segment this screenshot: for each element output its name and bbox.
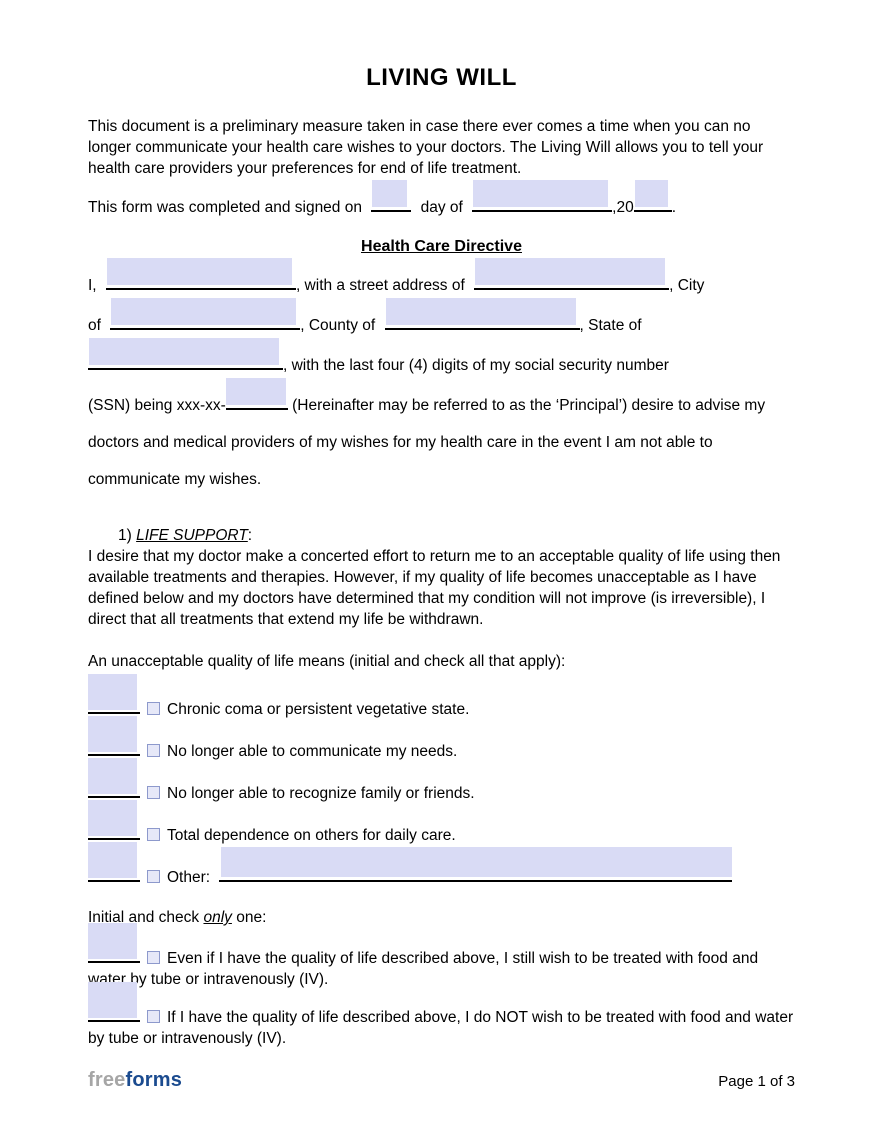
section-colon: : bbox=[247, 527, 253, 544]
apply-prompt: An unacceptable quality of life means (i… bbox=[88, 653, 566, 670]
directive-line-1-mid: , with a street address of bbox=[295, 277, 465, 294]
checkbox-coma[interactable] bbox=[147, 702, 160, 715]
initials-blank-1 bbox=[88, 674, 140, 714]
directive-line-6: communicate my wishes. bbox=[88, 471, 262, 488]
initials-field-other[interactable] bbox=[88, 842, 137, 878]
checkbox-feed-yes[interactable] bbox=[147, 951, 160, 964]
directive-line-1-pre: I, bbox=[88, 277, 97, 294]
life-support-body: I desire that my doctor make a concerted… bbox=[88, 548, 781, 628]
only-one-prompt: Initial and check only one: bbox=[88, 907, 795, 928]
checkbox-dependence[interactable] bbox=[147, 828, 160, 841]
initials-field-feed-no[interactable] bbox=[88, 982, 137, 1018]
option-row-recognize: No longer able to recognize family or fr… bbox=[88, 758, 795, 803]
life-support-heading: 1) LIFE SUPPORT: bbox=[118, 525, 795, 546]
page-title: LIVING WILL bbox=[366, 64, 517, 91]
option-row-coma: Chronic coma or persistent vegetative st… bbox=[88, 674, 795, 719]
street-address-blank bbox=[474, 258, 670, 290]
signed-line-text-3: ,20 bbox=[612, 199, 634, 216]
checkbox-other[interactable] bbox=[147, 870, 160, 883]
exclusive-option-label: Even if I have the quality of life descr… bbox=[88, 950, 759, 988]
year-field[interactable] bbox=[634, 180, 668, 207]
option-row-other: Other: bbox=[88, 842, 795, 887]
exclusive-option-feed-yes: Even if I have the quality of life descr… bbox=[88, 923, 795, 990]
state-field[interactable] bbox=[89, 338, 279, 365]
logo-forms-text: forms bbox=[125, 1069, 183, 1091]
month-blank bbox=[472, 180, 613, 212]
initials-blank-feed-yes bbox=[88, 923, 140, 963]
exclusive-option-label: If I have the quality of life described … bbox=[88, 1009, 794, 1047]
principal-name-blank bbox=[105, 258, 296, 290]
option-label: Chronic coma or persistent vegetative st… bbox=[167, 701, 470, 718]
checkbox-feed-no[interactable] bbox=[147, 1010, 160, 1023]
checkbox-communicate[interactable] bbox=[147, 744, 160, 757]
signed-line-text-1: This form was completed and signed on bbox=[88, 199, 362, 216]
option-label: No longer able to recognize family or fr… bbox=[167, 785, 475, 802]
directive-line-2: of , County of , State of bbox=[88, 298, 795, 335]
initials-blank-5 bbox=[88, 842, 140, 882]
freeforms-logo: freeforms bbox=[88, 1069, 182, 1092]
option-label: Other: bbox=[167, 869, 211, 886]
directive-line-4: (SSN) being xxx-xx- (Hereinafter may be … bbox=[88, 378, 795, 415]
intro-paragraph: This document is a preliminary measure t… bbox=[88, 118, 764, 177]
street-address-field[interactable] bbox=[475, 258, 666, 285]
signed-line-text-4: . bbox=[671, 199, 677, 216]
initials-field-feed-yes[interactable] bbox=[88, 923, 137, 959]
section-title: LIFE SUPPORT bbox=[136, 527, 248, 544]
signed-line-text-2: day of bbox=[420, 199, 463, 216]
day-blank bbox=[371, 180, 412, 212]
signed-date-line: This form was completed and signed on da… bbox=[88, 180, 795, 218]
initials-blank-3 bbox=[88, 758, 140, 798]
only-prompt-pre: Initial and check bbox=[88, 909, 200, 926]
initials-field-coma[interactable] bbox=[88, 674, 137, 710]
directive-line-4-pre: (SSN) being xxx-xx- bbox=[88, 397, 226, 414]
section-number: 1) bbox=[118, 527, 132, 544]
option-row-communicate: No longer able to communicate my needs. bbox=[88, 716, 795, 761]
quality-of-life-options: Chronic coma or persistent vegetative st… bbox=[88, 674, 795, 887]
exclusive-option-feed-no: If I have the quality of life described … bbox=[88, 982, 795, 1049]
only-prompt-em: only bbox=[203, 909, 232, 926]
initials-field-recognize[interactable] bbox=[88, 758, 137, 794]
directive-line-2-post: , State of bbox=[579, 317, 642, 334]
directive-line-2-mid: , County of bbox=[300, 317, 376, 334]
city-field[interactable] bbox=[111, 298, 297, 325]
directive-line-3-post: , with the last four (4) digits of my so… bbox=[283, 357, 669, 374]
principal-name-field[interactable] bbox=[106, 258, 292, 285]
option-label: No longer able to communicate my needs. bbox=[167, 743, 458, 760]
year-blank bbox=[633, 180, 672, 212]
logo-free-text: free bbox=[88, 1069, 126, 1091]
day-field[interactable] bbox=[372, 180, 408, 207]
ssn-blank bbox=[225, 378, 288, 410]
option-row-dependence: Total dependence on others for daily car… bbox=[88, 800, 795, 845]
page-footer: freeforms Page 1 of 3 bbox=[88, 1069, 795, 1092]
initials-field-dependence[interactable] bbox=[88, 800, 137, 836]
initials-blank-feed-no bbox=[88, 982, 140, 1022]
checkbox-recognize[interactable] bbox=[147, 786, 160, 799]
initials-blank-2 bbox=[88, 716, 140, 756]
ssn-last4-field[interactable] bbox=[225, 378, 286, 405]
only-prompt-post: one: bbox=[236, 909, 267, 926]
county-blank bbox=[384, 298, 580, 330]
county-field[interactable] bbox=[385, 298, 576, 325]
page-number: Page 1 of 3 bbox=[718, 1073, 795, 1090]
state-blank bbox=[88, 338, 283, 370]
option-label: Total dependence on others for daily car… bbox=[167, 827, 456, 844]
month-field[interactable] bbox=[473, 180, 609, 207]
initials-blank-4 bbox=[88, 800, 140, 840]
directive-line-1: I, , with a street address of , City bbox=[88, 258, 795, 295]
directive-line-2-pre: of bbox=[88, 317, 101, 334]
city-blank bbox=[110, 298, 301, 330]
directive-line-4-post: (Hereinafter may be referred to as the ‘… bbox=[292, 397, 766, 414]
directive-line-3: , with the last four (4) digits of my so… bbox=[88, 338, 795, 375]
other-text-field[interactable] bbox=[221, 847, 733, 877]
directive-heading: Health Care Directive bbox=[361, 238, 522, 255]
other-blank bbox=[219, 847, 733, 882]
directive-section: I, , with a street address of , City of … bbox=[88, 258, 795, 489]
directive-line-1-post: , City bbox=[669, 277, 705, 294]
directive-line-5: doctors and medical providers of my wish… bbox=[88, 434, 713, 451]
initials-field-communicate[interactable] bbox=[88, 716, 137, 752]
